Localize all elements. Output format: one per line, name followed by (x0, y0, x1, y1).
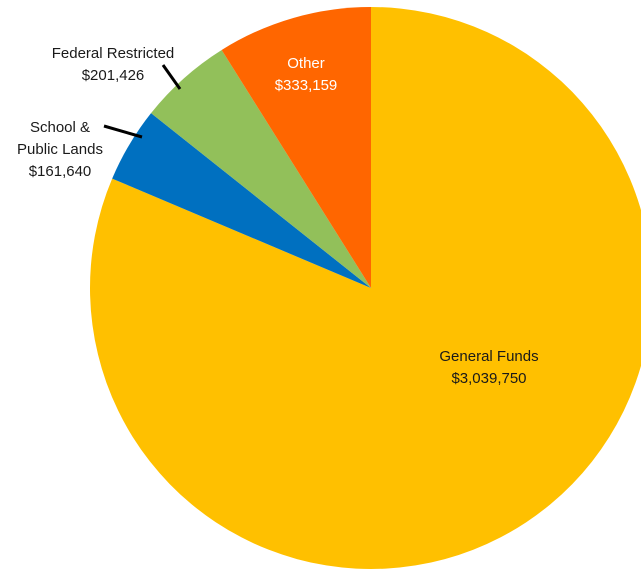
slice-label-federal-restricted: Federal Restricted $201,426 (52, 45, 175, 84)
slice-label-line: Other (287, 55, 325, 72)
slice-label-line: School & (30, 119, 90, 136)
pie-slice-school (112, 113, 372, 289)
pie-slices (90, 7, 641, 569)
slice-label-line: $201,426 (82, 67, 145, 84)
slice-label-line: $3,039,750 (451, 370, 526, 387)
slice-label-line: $333,159 (275, 77, 338, 94)
slice-label-line: Federal Restricted (52, 45, 175, 62)
pie-slice-other (221, 7, 371, 288)
pie-slice-general-funds (90, 7, 641, 569)
slice-label-line: General Funds (439, 348, 538, 365)
leader-lines (103, 64, 182, 139)
slice-label-line: Public Lands (17, 141, 103, 158)
slice-labels: General Funds $3,039,750 School & Public La… (17, 45, 539, 387)
slice-label-line: $161,640 (29, 163, 92, 180)
slice-label-school: School & Public Lands $161,640 (17, 119, 103, 180)
slice-label-general-funds: General Funds $3,039,750 (439, 348, 538, 387)
leader-line-school-public-lands (103, 124, 143, 139)
slice-label-other: Other $333,159 (275, 55, 338, 94)
pie-slice-federal-restricted (151, 49, 371, 288)
leader-line-federal-restricted (161, 64, 182, 90)
